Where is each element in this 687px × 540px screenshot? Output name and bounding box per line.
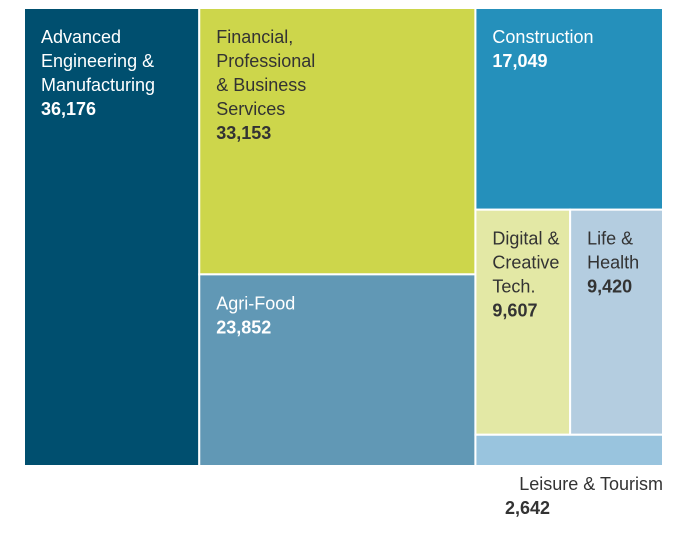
tile-digital-creative-tech bbox=[474, 208, 572, 436]
value-digital-creative-tech: 9,607 bbox=[492, 301, 537, 321]
label-construction: Construction bbox=[492, 27, 593, 47]
value-financial-professional-business-services: 33,153 bbox=[216, 123, 271, 143]
value-advanced-engineering-manufacturing: 36,176 bbox=[41, 99, 96, 119]
tile-leisure-tourism bbox=[474, 433, 664, 468]
tile-advanced-engineering-manufacturing bbox=[23, 7, 201, 467]
label-life-health: Life & Health bbox=[587, 229, 639, 273]
label-leisure-tourism: Leisure & Tourism bbox=[519, 474, 663, 494]
value-construction: 17,049 bbox=[492, 51, 547, 71]
value-leisure-tourism: 2,642 bbox=[505, 498, 550, 518]
tile-life-health bbox=[569, 208, 664, 436]
label-agri-food: Agri-Food bbox=[216, 293, 295, 313]
label-financial-professional-business-services: Financial, Professional & Business Services bbox=[216, 27, 315, 119]
value-agri-food: 23,852 bbox=[216, 317, 271, 337]
value-life-health: 9,420 bbox=[587, 277, 632, 297]
label-advanced-engineering-manufacturing: Advanced Engineering & Manufacturing bbox=[41, 27, 155, 95]
tile-agri-food bbox=[198, 273, 477, 467]
label-digital-creative-tech: Digital & Creative Tech. bbox=[492, 229, 559, 297]
